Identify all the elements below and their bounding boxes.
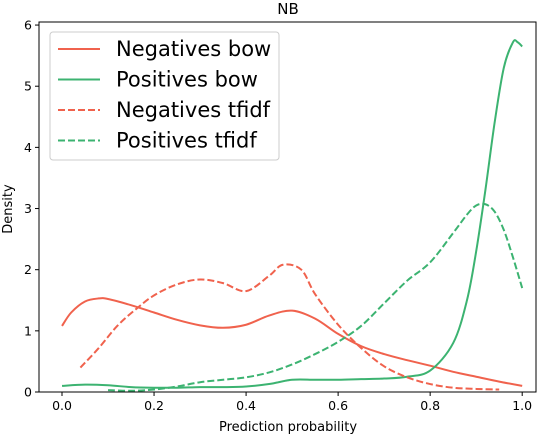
legend-label-positives-tfidf: Positives tfidf	[116, 129, 257, 153]
y-tick-label: 5	[24, 79, 32, 94]
series-line-negatives-tfidf	[79, 263, 500, 391]
axis-ticks: 0.0 0.2 0.4 0.6 0.8 1.0 0 1 2 3 4 5 6	[24, 18, 532, 413]
x-tick-label: 0.8	[420, 398, 440, 413]
plot-frame	[38, 21, 537, 393]
legend-label-positives-bow: Positives bow	[116, 68, 258, 92]
x-axis-title: Prediction probability	[219, 420, 357, 435]
y-tick-label: 4	[24, 140, 32, 155]
y-axis-title: Density	[1, 184, 16, 234]
y-tick-label: 0	[24, 385, 32, 400]
y-tick-label: 6	[24, 18, 32, 33]
series-line-positives-bow	[61, 39, 523, 389]
x-tick-label: 0.4	[236, 398, 256, 413]
chart-title: NB	[277, 0, 299, 18]
y-tick-label: 2	[24, 262, 32, 277]
x-tick-label: 0.2	[144, 398, 164, 413]
y-tick-label: 3	[24, 201, 32, 216]
legend: Negatives bow Positives bow Negatives tfid…	[49, 31, 280, 161]
legend-label-negatives-tfidf: Negatives tfidf	[116, 98, 271, 122]
legend-box	[49, 31, 280, 161]
legend-label-negatives-bow: Negatives bow	[116, 37, 271, 61]
series-line-positives-tfidf	[108, 202, 524, 392]
x-tick-label: 0.0	[52, 398, 72, 413]
x-tick-label: 0.6	[328, 398, 348, 413]
y-tick-label: 1	[24, 323, 32, 338]
x-tick-label: 1.0	[512, 398, 532, 413]
series-line-negatives-bow	[61, 297, 523, 387]
plot-series	[61, 39, 524, 392]
